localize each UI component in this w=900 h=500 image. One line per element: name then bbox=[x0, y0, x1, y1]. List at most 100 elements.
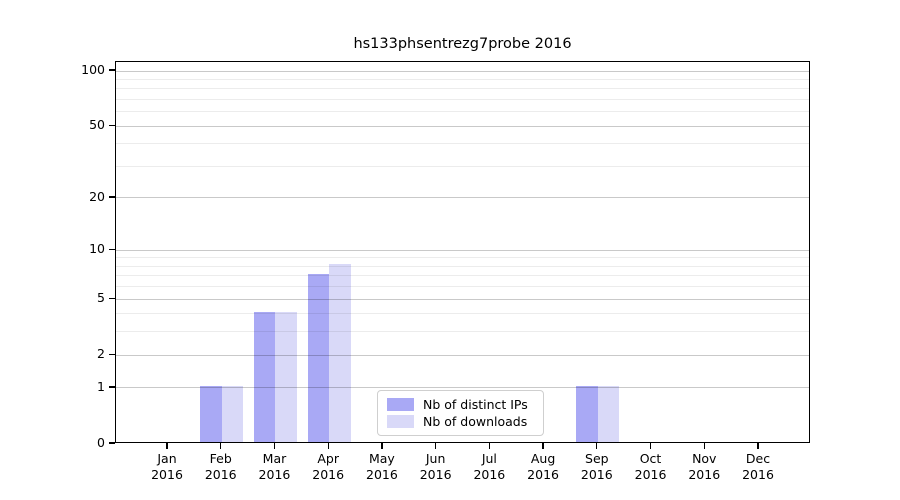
x-tick-label-may: May 2016 bbox=[350, 451, 414, 483]
minor-gridline bbox=[116, 166, 809, 167]
minor-gridline bbox=[116, 331, 809, 333]
y-tick-mark bbox=[109, 353, 115, 355]
minor-gridline bbox=[116, 257, 809, 259]
x-tick-year: 2016 bbox=[366, 467, 398, 482]
legend-swatch-distinct-ips bbox=[387, 398, 414, 411]
x-tick-month: Nov bbox=[692, 451, 717, 466]
bar-feb-downloads bbox=[221, 386, 244, 442]
x-tick-mark bbox=[273, 443, 276, 449]
x-tick-year: 2016 bbox=[419, 467, 452, 482]
x-tick-month: Sep bbox=[585, 451, 609, 466]
x-tick-mark bbox=[596, 443, 598, 449]
x-tick-year: 2016 bbox=[688, 467, 721, 482]
x-tick-mark bbox=[488, 443, 490, 449]
major-gridline bbox=[116, 197, 809, 199]
legend-label-distinct-ips: Nb of distinct IPs bbox=[423, 397, 528, 412]
y-tick-label: 2 bbox=[97, 346, 105, 362]
bar-apr-downloads bbox=[329, 264, 351, 442]
x-tick-month: Jun bbox=[425, 451, 446, 466]
x-tick-year: 2016 bbox=[473, 467, 506, 482]
x-tick-year: 2016 bbox=[258, 467, 291, 482]
x-tick-label-dec: Dec 2016 bbox=[726, 451, 790, 483]
major-gridline bbox=[116, 70, 809, 72]
x-tick-mark bbox=[757, 443, 759, 449]
x-tick-year: 2016 bbox=[527, 467, 559, 482]
bar-mar-downloads bbox=[275, 311, 297, 442]
x-tick-year: 2016 bbox=[580, 467, 613, 482]
grid-layer bbox=[116, 62, 809, 442]
y-tick-label: 1 bbox=[97, 378, 105, 394]
x-tick-month: Oct bbox=[639, 451, 662, 466]
x-tick-label-sep: Sep 2016 bbox=[565, 451, 629, 483]
x-tick-mark bbox=[220, 443, 222, 449]
x-tick-year: 2016 bbox=[634, 467, 667, 482]
y-tick-label: 100 bbox=[81, 62, 105, 78]
bars-layer bbox=[116, 62, 809, 442]
major-gridline bbox=[116, 354, 809, 356]
bar-sep-downloads bbox=[597, 386, 620, 442]
legend-label-downloads: Nb of downloads bbox=[423, 414, 528, 429]
major-gridline bbox=[116, 125, 809, 127]
y-tick-label: 20 bbox=[89, 188, 105, 204]
x-tick-label-jul: Jul 2016 bbox=[457, 451, 521, 483]
x-tick-month: Dec bbox=[745, 451, 771, 466]
x-tick-label-apr: Apr 2016 bbox=[296, 451, 360, 483]
x-tick-month: Jul bbox=[481, 451, 497, 466]
bar-mar-distinct-ips bbox=[254, 311, 276, 442]
x-tick-mark bbox=[649, 443, 652, 449]
minor-gridline bbox=[116, 78, 809, 80]
legend-entry-distinct-ips: Nb of distinct IPs bbox=[387, 397, 533, 412]
y-tick-mark bbox=[109, 248, 115, 250]
minor-gridline bbox=[116, 88, 809, 90]
y-tick-label: 50 bbox=[89, 117, 105, 133]
minor-gridline bbox=[116, 99, 809, 101]
y-tick-mark bbox=[109, 69, 115, 71]
bar-apr-distinct-ips bbox=[307, 273, 330, 442]
minor-gridline bbox=[116, 143, 809, 145]
x-tick-mark bbox=[166, 443, 168, 449]
legend-entry-downloads: Nb of downloads bbox=[387, 414, 533, 429]
minor-gridline bbox=[116, 265, 809, 267]
bar-sep-distinct-ips bbox=[576, 386, 598, 442]
x-tick-year: 2016 bbox=[742, 467, 774, 482]
x-tick-month: Apr bbox=[317, 451, 339, 466]
x-tick-mark bbox=[542, 443, 544, 449]
major-gridline bbox=[116, 387, 809, 389]
y-tick-label: 5 bbox=[97, 290, 105, 306]
x-tick-mark bbox=[703, 443, 705, 449]
x-tick-mark bbox=[381, 443, 383, 449]
minor-gridline bbox=[116, 275, 809, 277]
plot-area bbox=[115, 61, 810, 443]
x-tick-month: Aug bbox=[530, 451, 556, 466]
x-tick-month: May bbox=[368, 451, 395, 466]
bar-feb-distinct-ips bbox=[200, 386, 222, 442]
major-gridline bbox=[116, 298, 809, 300]
y-tick-mark bbox=[109, 386, 115, 388]
x-tick-year: 2016 bbox=[312, 467, 345, 482]
x-tick-label-oct: Oct 2016 bbox=[619, 451, 683, 483]
y-tick-mark bbox=[109, 196, 115, 198]
x-tick-label-nov: Nov 2016 bbox=[672, 451, 736, 483]
x-tick-label-jan: Jan 2016 bbox=[135, 451, 199, 483]
x-tick-year: 2016 bbox=[151, 467, 183, 482]
x-tick-label-jun: Jun 2016 bbox=[404, 451, 468, 483]
x-tick-year: 2016 bbox=[204, 467, 237, 482]
minor-gridline bbox=[116, 111, 809, 113]
legend-swatch-downloads bbox=[387, 415, 414, 428]
x-tick-month: Mar bbox=[262, 451, 287, 466]
y-tick-mark bbox=[109, 297, 115, 299]
x-tick-month: Jan bbox=[157, 451, 177, 466]
x-tick-mark bbox=[434, 443, 437, 449]
y-tick-label: 0 bbox=[97, 435, 105, 450]
x-tick-label-mar: Mar 2016 bbox=[242, 451, 306, 483]
chart-title: hs133phsentrezg7probe 2016 bbox=[353, 36, 572, 52]
minor-gridline bbox=[116, 313, 809, 315]
x-tick-label-aug: Aug 2016 bbox=[511, 451, 575, 483]
y-tick-mark bbox=[109, 124, 115, 126]
minor-gridline bbox=[116, 286, 809, 288]
x-tick-mark bbox=[327, 443, 329, 449]
y-tick-label: 10 bbox=[89, 241, 105, 257]
y-tick-mark bbox=[109, 442, 115, 444]
x-tick-label-feb: Feb 2016 bbox=[189, 451, 253, 483]
